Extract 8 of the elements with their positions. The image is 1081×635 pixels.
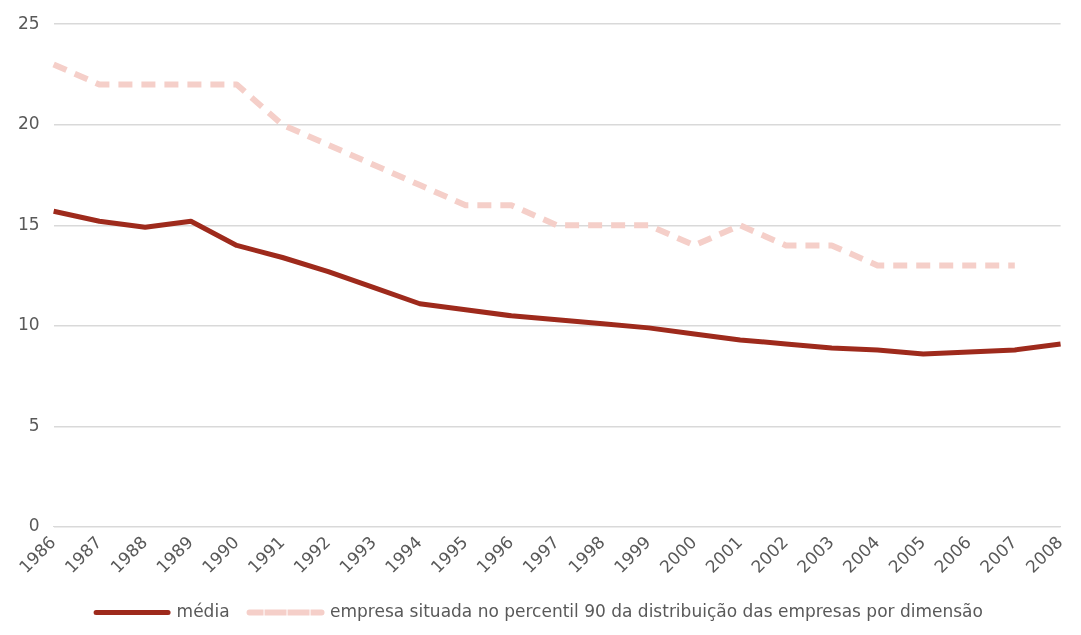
y-tick-label: 20 (17, 113, 40, 134)
y-tick-label: 25 (17, 12, 40, 33)
y-tick-label: 10 (17, 314, 40, 335)
y-tick-label: 0 (28, 515, 40, 536)
legend-label: empresa situada no percentil 90 da distribuição das empresas por dimensão (330, 600, 983, 621)
legend-label: média (176, 600, 230, 621)
y-tick-label: 5 (28, 414, 40, 435)
y-tick-label: 15 (17, 213, 40, 234)
